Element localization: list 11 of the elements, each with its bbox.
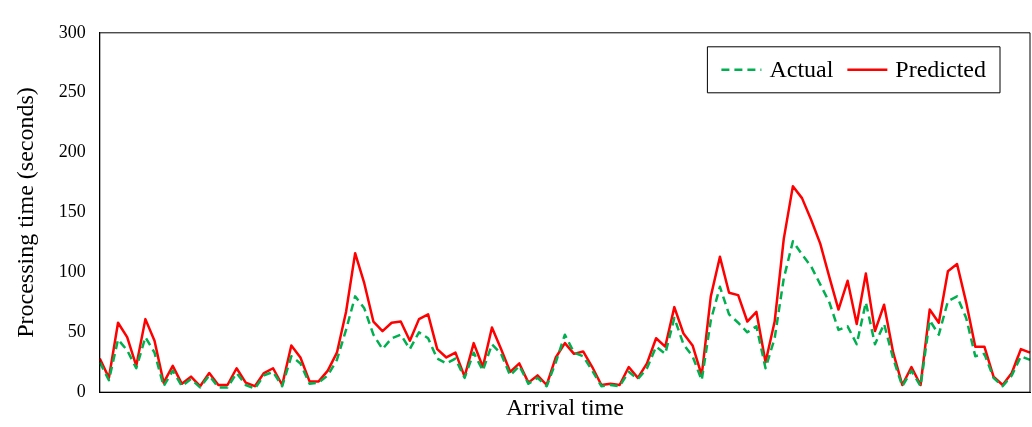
y-tick-label: 0	[76, 380, 86, 401]
y-tick-label: 100	[58, 261, 86, 282]
y-tick-label: 150	[58, 201, 86, 222]
x-axis-title: Arrival time	[505, 393, 624, 420]
y-tick-label: 50	[67, 321, 86, 342]
y-tick-label: 300	[58, 21, 86, 42]
legend-label: Predicted	[895, 56, 987, 83]
legend-label: Actual	[769, 56, 834, 83]
y-tick-label: 250	[58, 81, 86, 102]
y-tick-label: 200	[58, 141, 86, 162]
y-axis-title: Processing time (seconds)	[11, 87, 38, 338]
